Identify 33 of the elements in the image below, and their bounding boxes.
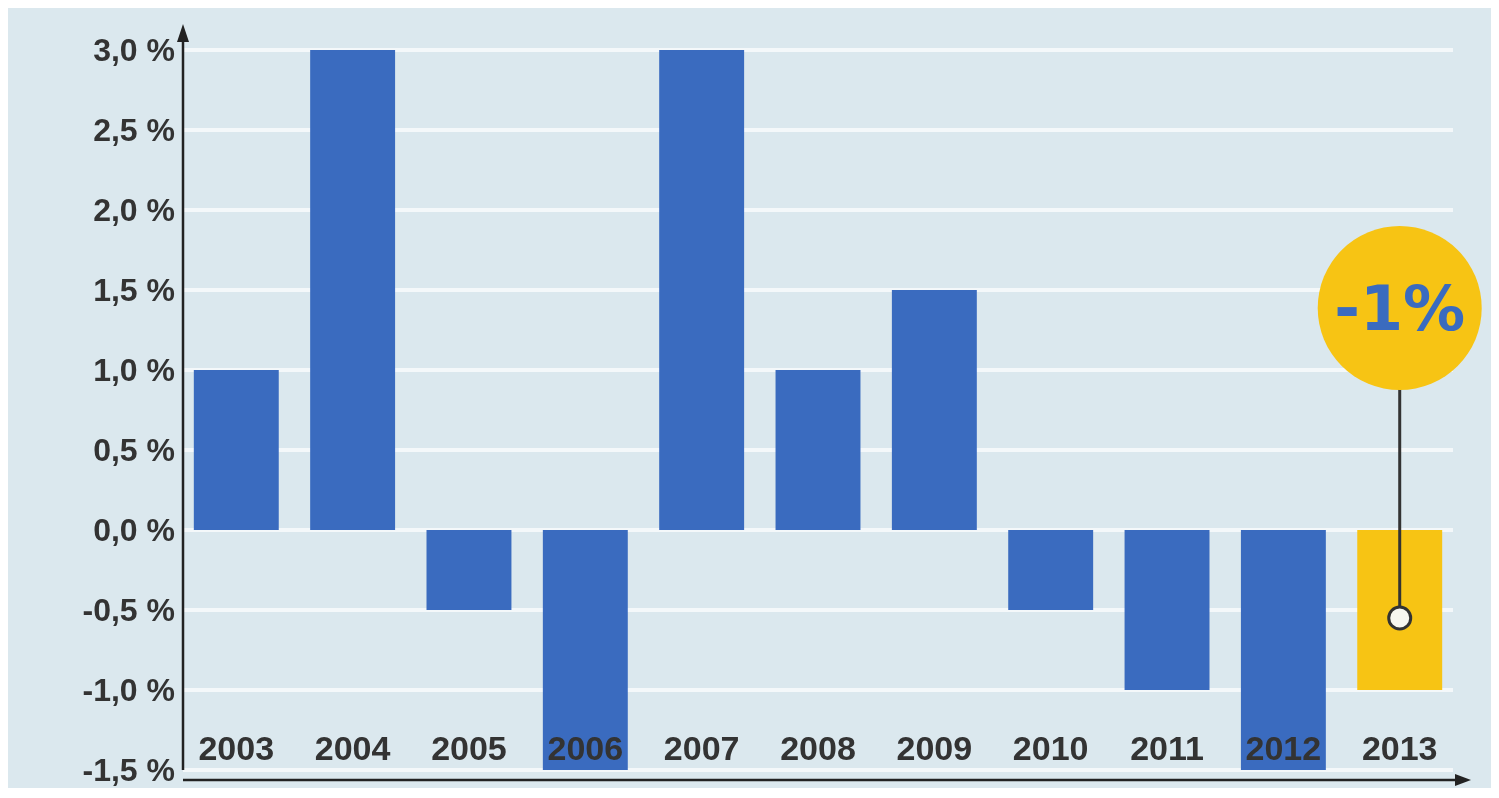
y-tick-label: 0,0 % — [93, 512, 175, 549]
x-tick-label: 2005 — [431, 729, 507, 767]
x-tick-label: 2013 — [1361, 729, 1438, 767]
y-tick-label: 1,0 % — [93, 352, 175, 389]
y-tick-label: -1,5 % — [82, 752, 175, 789]
y-tick-label: 2,0 % — [93, 192, 175, 229]
y-tick-label: 3,0 % — [93, 32, 175, 69]
y-tick-label: 1,5 % — [93, 272, 175, 309]
x-tick-label: 2011 — [1130, 729, 1204, 767]
x-tick-label: 2004 — [314, 729, 391, 767]
y-tick-label: 2,5 % — [93, 112, 175, 149]
annotation: -1% — [1334, 271, 1466, 345]
x-tick-label: 2009 — [896, 729, 973, 767]
bar — [310, 50, 396, 530]
bar — [426, 530, 512, 610]
bar — [542, 530, 628, 770]
y-tick-label: -1,0 % — [82, 672, 175, 709]
bar — [659, 50, 745, 530]
x-tick-label: 2003 — [198, 729, 275, 767]
x-tick-label: 2006 — [547, 729, 624, 767]
x-tick-label: 2008 — [780, 729, 856, 767]
bar — [891, 290, 977, 530]
bar — [1240, 530, 1326, 770]
x-tick-label: 2010 — [1012, 729, 1089, 767]
bar — [775, 370, 861, 530]
bar — [1124, 530, 1210, 690]
x-tick-label: 2012 — [1245, 729, 1322, 767]
x-tick-label: 2007 — [663, 729, 740, 767]
y-tick-label: 0,5 % — [93, 432, 175, 469]
bar — [1008, 530, 1094, 610]
y-tick-label: -0,5 % — [82, 592, 175, 629]
bar — [1357, 530, 1443, 690]
bar — [193, 370, 279, 530]
